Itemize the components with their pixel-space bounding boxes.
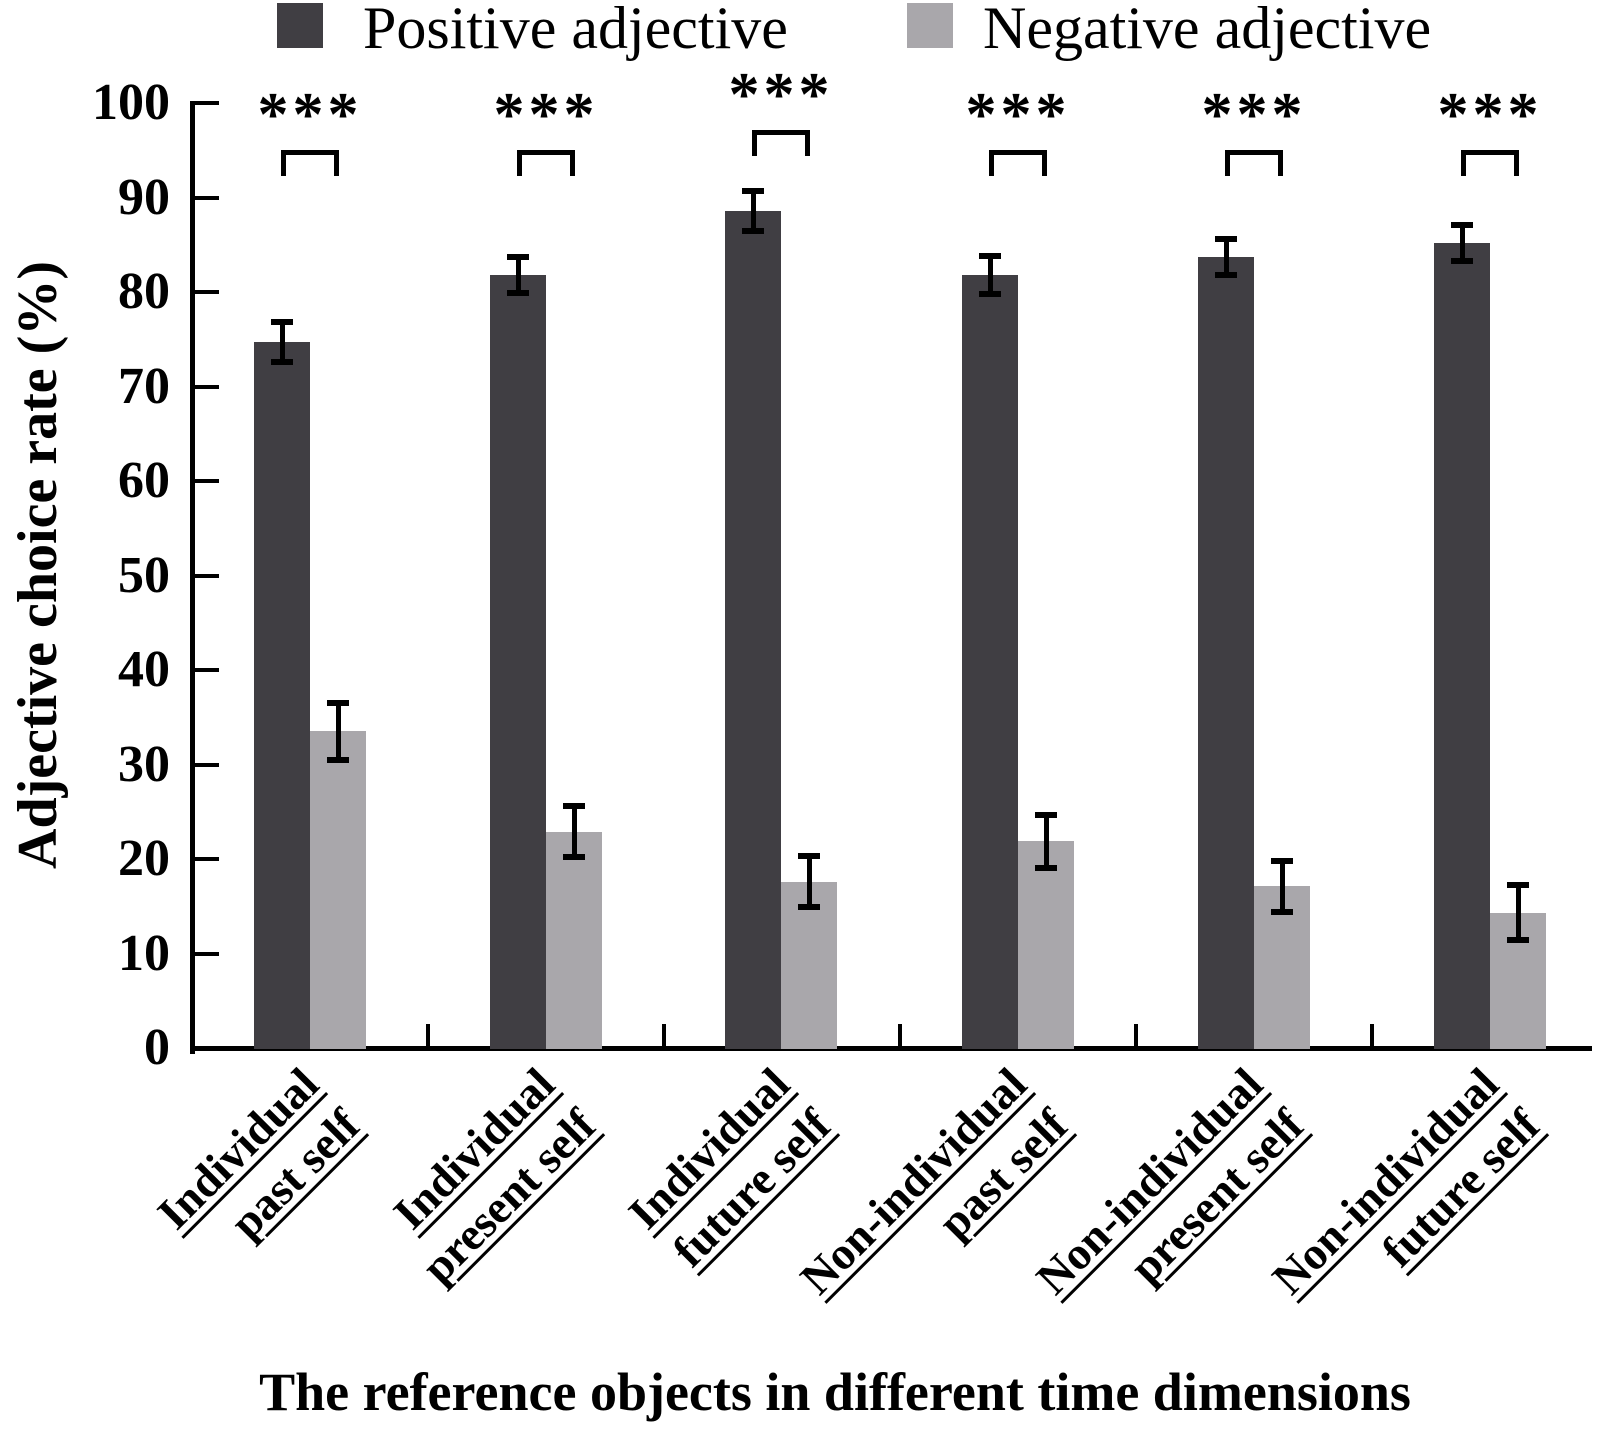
error-bar-cap-top	[798, 853, 820, 859]
error-bar-cap-bottom	[1271, 909, 1293, 915]
bar-negative-1	[310, 731, 366, 1049]
error-bar-cap-top	[979, 253, 1001, 259]
x-tick	[898, 1024, 902, 1046]
sig-stars: ***	[493, 81, 599, 149]
error-bar-cap-bottom	[507, 290, 529, 296]
error-bar-line	[987, 256, 993, 294]
x-tick	[426, 1024, 430, 1046]
x-axis-line	[190, 1046, 1592, 1051]
y-tick-label: 20	[118, 830, 170, 887]
error-bar-cap-bottom	[798, 904, 820, 910]
error-bar-line	[750, 191, 756, 231]
y-tick-label: 100	[92, 74, 170, 131]
sig-bracket	[1461, 150, 1519, 176]
error-bar-line	[1223, 239, 1229, 275]
sig-stars: ***	[257, 81, 363, 149]
sig-bracket	[752, 130, 810, 156]
y-tick	[195, 385, 219, 389]
error-bar-cap-top	[1451, 222, 1473, 228]
bar-positive-6	[1434, 243, 1490, 1049]
bar-positive-1	[254, 342, 310, 1049]
error-bar-cap-top	[1507, 882, 1529, 888]
x-tick	[1370, 1024, 1374, 1046]
x-tick	[662, 1024, 666, 1046]
y-tick-label: 10	[118, 925, 170, 982]
y-tick-label: 70	[118, 358, 170, 415]
sig-bracket	[517, 150, 575, 176]
bar-positive-2	[490, 275, 546, 1049]
error-bar-line	[335, 703, 341, 760]
error-bar-cap-bottom	[1215, 272, 1237, 278]
error-bar-cap-top	[271, 319, 293, 325]
y-tick	[195, 668, 219, 672]
error-bar-cap-top	[507, 254, 529, 260]
error-bar-line	[515, 257, 521, 293]
sig-bracket	[1225, 150, 1283, 176]
sig-stars: ***	[1437, 81, 1543, 149]
y-tick	[195, 479, 219, 483]
y-tick-label: 30	[118, 736, 170, 793]
y-tick	[195, 574, 219, 578]
y-tick	[195, 101, 219, 105]
sig-bracket	[989, 150, 1047, 176]
bar-positive-5	[1198, 257, 1254, 1049]
y-tick-label: 60	[118, 452, 170, 509]
error-bar-cap-top	[327, 700, 349, 706]
y-tick-label: 80	[118, 263, 170, 320]
error-bar-line	[1043, 815, 1049, 868]
error-bar-cap-bottom	[563, 854, 585, 860]
error-bar-cap-bottom	[742, 228, 764, 234]
y-tick-label: 90	[118, 169, 170, 226]
bar-negative-4	[1018, 841, 1074, 1049]
y-axis-line	[190, 101, 195, 1054]
error-bar-cap-bottom	[271, 359, 293, 365]
legend-label-positive: Positive adjective	[363, 0, 788, 61]
bar-positive-3	[725, 211, 781, 1049]
error-bar-cap-top	[1035, 812, 1057, 818]
error-bar-cap-bottom	[1035, 865, 1057, 871]
error-bar-cap-top	[1271, 858, 1293, 864]
error-bar-line	[806, 856, 812, 907]
y-tick-label: 0	[144, 1019, 170, 1076]
x-axis-title: The reference objects in different time …	[259, 1362, 1411, 1422]
error-bar-line	[1279, 861, 1285, 912]
sig-stars: ***	[965, 81, 1071, 149]
y-tick	[195, 196, 219, 200]
y-tick	[195, 952, 219, 956]
sig-bracket	[281, 150, 339, 176]
y-tick	[195, 1046, 219, 1050]
error-bar-line	[1459, 225, 1465, 261]
y-tick	[195, 857, 219, 861]
error-bar-cap-bottom	[1451, 258, 1473, 264]
y-tick	[195, 763, 219, 767]
error-bar-cap-top	[1215, 236, 1237, 242]
bar-positive-4	[962, 275, 1018, 1049]
legend-label-negative: Negative adjective	[983, 0, 1432, 61]
y-tick	[195, 290, 219, 294]
bar-negative-2	[546, 832, 602, 1049]
error-bar-line	[571, 806, 577, 857]
error-bar-cap-bottom	[1507, 937, 1529, 943]
sig-stars: ***	[728, 61, 834, 129]
error-bar-cap-top	[742, 188, 764, 194]
error-bar-cap-bottom	[327, 757, 349, 763]
y-tick-label: 40	[118, 641, 170, 698]
legend-swatch-negative	[907, 3, 953, 48]
legend-swatch-positive	[277, 3, 323, 48]
error-bar-cap-bottom	[979, 291, 1001, 297]
sig-stars: ***	[1201, 81, 1307, 149]
error-bar-line	[1515, 885, 1521, 940]
y-tick-label: 50	[118, 547, 170, 604]
error-bar-cap-top	[563, 803, 585, 809]
error-bar-line	[279, 322, 285, 362]
x-tick	[1134, 1024, 1138, 1046]
